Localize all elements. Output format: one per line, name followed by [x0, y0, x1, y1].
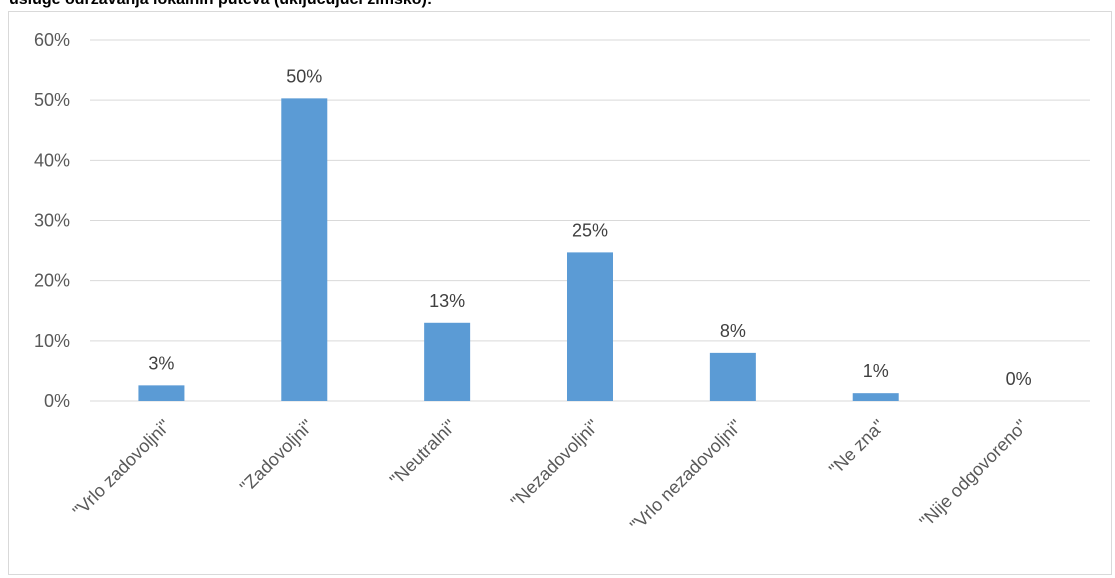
- y-tick-label: 30%: [34, 211, 70, 231]
- y-tick-label: 40%: [34, 150, 70, 170]
- data-labels: 3% 50% 13% 25% 8% 1% 0%: [148, 66, 1031, 389]
- bar: [138, 385, 185, 401]
- category-label: "Nezadovoljni": [507, 416, 603, 512]
- category-label: "Nije odgovoreno": [916, 416, 1032, 532]
- bar: [852, 393, 899, 401]
- y-tick-label: 50%: [34, 90, 70, 110]
- y-tick-label: 0%: [44, 391, 70, 411]
- data-label: 0%: [1006, 369, 1032, 389]
- y-tick-label: 20%: [34, 271, 70, 291]
- bar: [567, 252, 613, 401]
- y-tick-label: 10%: [34, 331, 70, 351]
- data-label: 13%: [429, 291, 465, 311]
- chart-title: usluge održavanja lokalnih puteva (uklju…: [9, 0, 432, 9]
- data-label: 25%: [572, 220, 608, 240]
- category-label: "Neutralni": [386, 416, 460, 490]
- category-label: "Zadovoljni": [236, 416, 317, 497]
- y-axis-ticks: 0% 10% 20% 30% 40% 50% 60%: [34, 30, 70, 411]
- data-label: 50%: [286, 66, 322, 86]
- data-label: 1%: [863, 361, 889, 381]
- category-label: "Vrlo zadovoljni": [69, 416, 174, 521]
- category-label: "Vrlo nezadovoljni": [626, 416, 746, 536]
- chart-frame: [8, 11, 1112, 575]
- y-tick-label: 60%: [34, 30, 70, 50]
- bar: [709, 352, 756, 401]
- data-label: 3%: [148, 353, 174, 373]
- bar: [424, 322, 471, 401]
- category-labels: "Vrlo zadovoljni" "Zadovoljni" "Neutralni"…: [69, 416, 1032, 536]
- data-label: 8%: [720, 321, 746, 341]
- category-label: "Ne zna": [825, 416, 889, 480]
- bars: [138, 98, 899, 401]
- bar: [281, 98, 328, 401]
